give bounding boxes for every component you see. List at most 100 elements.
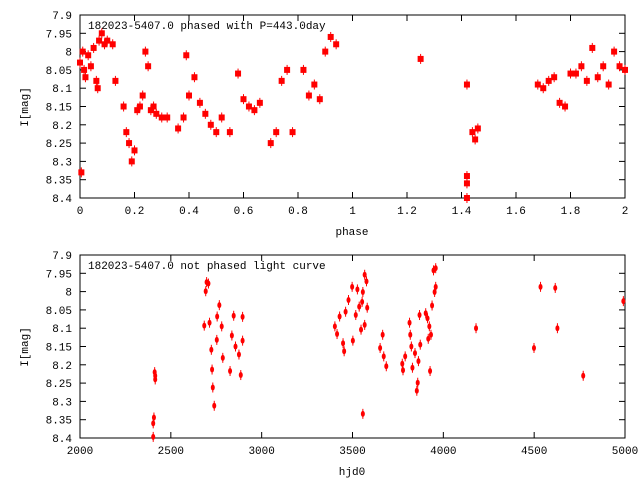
unphased-y-axis-label: I[mag]	[20, 327, 32, 367]
data-point	[196, 99, 203, 106]
data-point	[362, 271, 367, 278]
x-tick-label: 1.2	[397, 206, 417, 218]
data-point	[93, 77, 100, 84]
data-point	[327, 33, 334, 40]
data-point	[245, 103, 252, 110]
data-point	[410, 364, 415, 371]
data-point	[355, 286, 360, 293]
data-point	[362, 321, 367, 328]
phased-x-axis-label: phase	[335, 227, 368, 239]
data-point	[463, 180, 470, 187]
data-point	[418, 341, 423, 348]
y-tick-label: 8.2	[52, 361, 72, 373]
data-point	[621, 298, 626, 305]
phased-plot-title: 182023-5407.0 phased with P=443.0day	[88, 21, 326, 33]
data-point	[267, 140, 274, 147]
data-point	[164, 114, 171, 121]
data-point	[401, 367, 406, 374]
data-point	[408, 331, 413, 338]
data-point	[316, 96, 323, 103]
y-tick-label: 8.35	[46, 416, 72, 428]
data-point	[553, 284, 558, 291]
data-point	[233, 343, 238, 350]
data-point	[427, 323, 432, 330]
data-point	[594, 74, 601, 81]
x-tick-label: 0.8	[288, 206, 308, 218]
data-point	[469, 129, 476, 136]
data-point	[350, 337, 355, 344]
x-tick-label: 0	[77, 206, 84, 218]
data-point	[123, 129, 130, 136]
x-tick-label: 0.2	[125, 206, 145, 218]
data-point	[203, 288, 208, 295]
data-point	[96, 37, 103, 44]
data-point	[572, 70, 579, 77]
data-point	[151, 433, 156, 440]
y-tick-label: 8.15	[46, 103, 72, 115]
y-tick-label: 8	[65, 288, 72, 300]
data-point	[412, 350, 417, 357]
data-point	[207, 121, 214, 128]
data-point	[228, 368, 233, 375]
y-tick-label: 8.4	[52, 194, 72, 206]
data-point	[191, 74, 198, 81]
data-point	[240, 96, 247, 103]
x-tick-label: 2000	[67, 446, 93, 458]
data-point	[567, 70, 574, 77]
data-point	[551, 74, 558, 81]
data-point	[186, 92, 192, 99]
x-tick-label: 1.6	[506, 206, 526, 218]
data-point	[359, 326, 364, 333]
data-point	[605, 81, 612, 88]
data-point	[556, 99, 563, 106]
y-tick-label: 8.1	[52, 84, 72, 96]
data-point	[207, 319, 212, 326]
data-point	[365, 304, 370, 311]
data-point	[426, 335, 431, 342]
data-point	[414, 387, 419, 394]
data-point	[209, 346, 214, 353]
data-point	[82, 74, 89, 81]
x-tick-label: 3000	[248, 446, 274, 458]
data-point	[78, 169, 85, 176]
x-tick-label: 4500	[521, 446, 547, 458]
data-point	[151, 414, 156, 421]
data-point	[206, 280, 211, 287]
x-tick-label: 0.6	[234, 206, 254, 218]
data-point	[215, 313, 220, 320]
data-point	[360, 298, 365, 305]
y-tick-label: 8.25	[46, 379, 72, 391]
data-point	[463, 173, 470, 180]
data-point	[226, 129, 233, 136]
data-point	[150, 103, 157, 110]
data-point	[463, 195, 470, 201]
data-point	[240, 313, 245, 320]
data-point	[562, 103, 569, 110]
x-tick-label: 1.8	[561, 206, 581, 218]
data-point	[202, 110, 209, 117]
data-point	[381, 353, 386, 360]
data-point	[278, 77, 285, 84]
data-point	[251, 107, 258, 114]
data-point	[212, 402, 217, 409]
data-point	[531, 344, 536, 351]
x-tick-label: 2	[622, 206, 629, 218]
data-point	[210, 366, 215, 373]
y-tick-label: 8.3	[52, 397, 72, 409]
data-point	[153, 110, 160, 117]
data-point	[353, 312, 358, 319]
y-tick-label: 8	[65, 48, 72, 60]
data-point	[300, 66, 307, 73]
y-tick-label: 8.25	[46, 139, 72, 151]
unphased-x-axis-label: hjd0	[339, 467, 365, 479]
data-point	[147, 107, 154, 114]
x-tick-label: 4000	[430, 446, 456, 458]
y-tick-label: 7.95	[46, 29, 72, 41]
data-point	[341, 340, 346, 347]
x-tick-label: 3500	[339, 446, 365, 458]
data-point	[175, 125, 182, 132]
y-tick-label: 8.2	[52, 121, 72, 133]
data-point	[600, 63, 607, 70]
data-point	[158, 114, 165, 121]
data-point	[128, 158, 135, 165]
